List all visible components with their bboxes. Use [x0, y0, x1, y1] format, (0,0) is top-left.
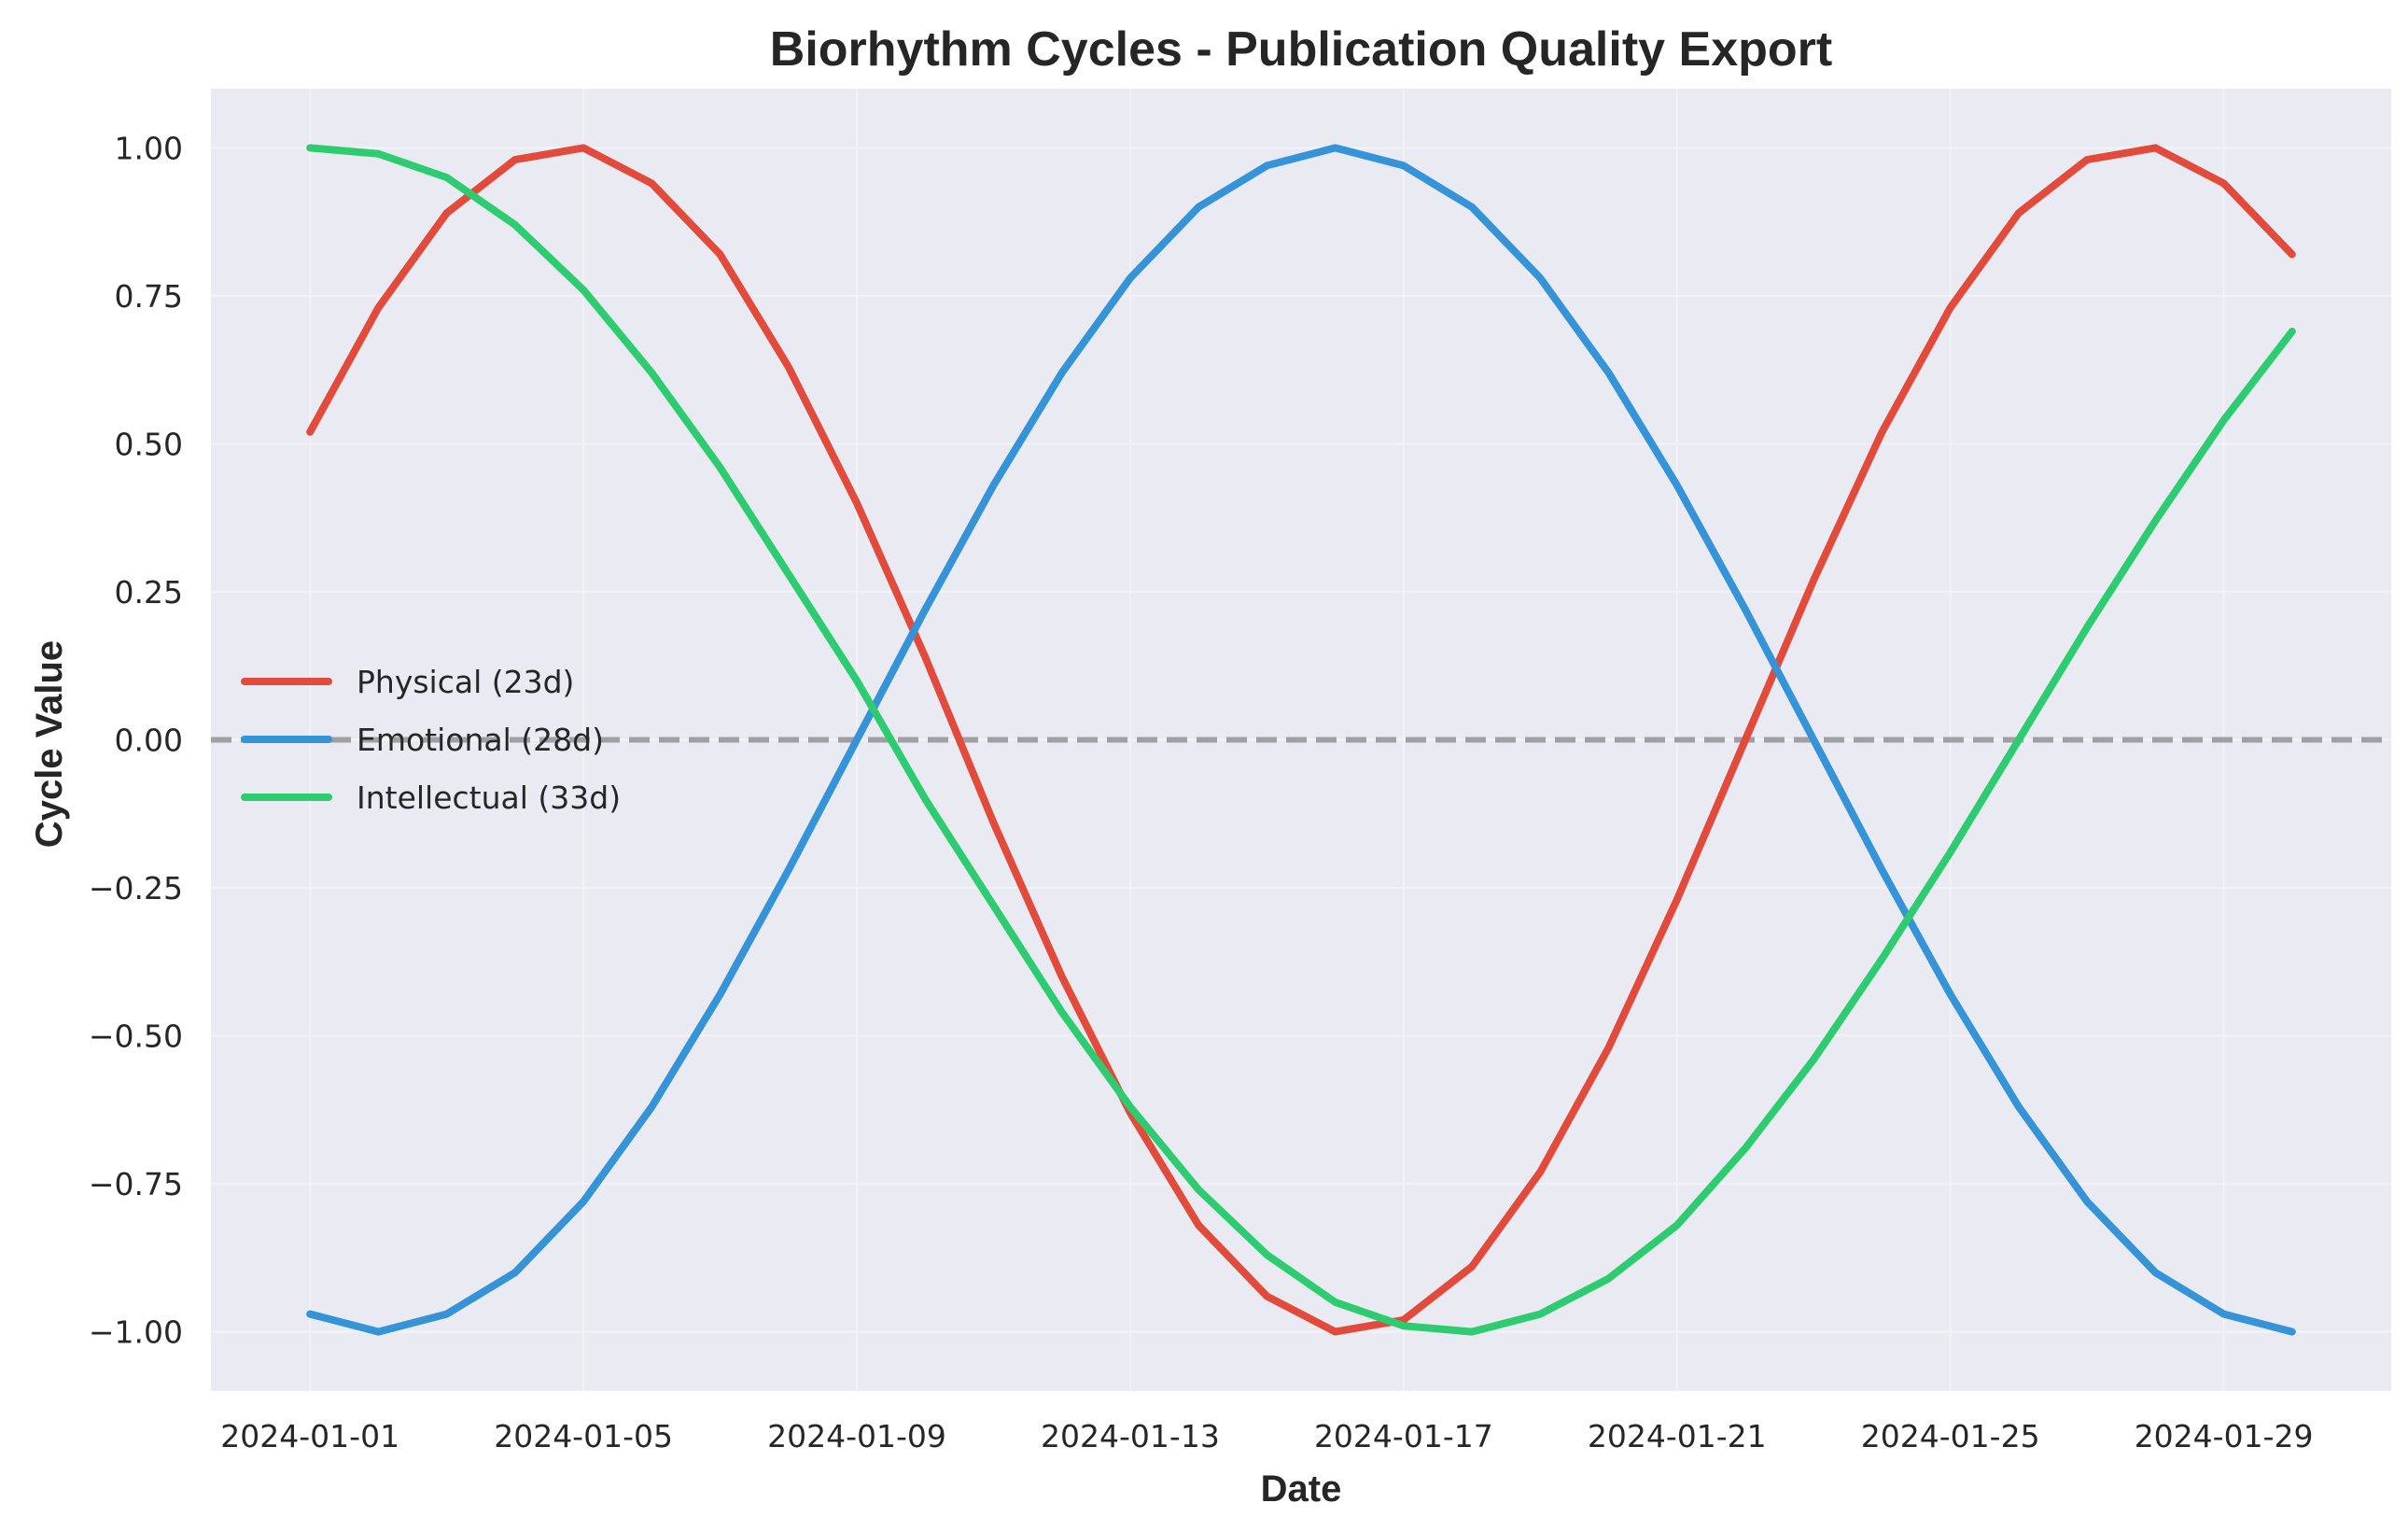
legend: Physical (23d) Emotional (28d) Intellectua…	[241, 664, 621, 816]
x-tick-label: 2024-01-17	[1314, 1418, 1493, 1454]
x-tick-label: 2024-01-21	[1588, 1418, 1767, 1454]
y-tick-label: 0.00	[115, 723, 183, 759]
x-tick-label: 2024-01-05	[494, 1418, 673, 1454]
y-tick-label: 0.75	[115, 278, 183, 315]
y-tick-label: 0.50	[115, 426, 183, 462]
legend-label: Physical (23d)	[357, 664, 574, 700]
series-lines	[306, 144, 2296, 1336]
y-tick-label: 0.25	[115, 574, 183, 611]
x-tick-label: 2024-01-25	[1861, 1418, 2040, 1454]
x-tick-labels: 2024-01-01 2024-01-05 2024-01-09 2024-01-13…	[220, 1418, 2313, 1454]
series-line-2	[306, 144, 2296, 1336]
x-tick-label: 2024-01-13	[1041, 1418, 1220, 1454]
y-tick-label: −0.50	[89, 1018, 183, 1055]
chart-title: Biorhythm Cycles - Publication Quality E…	[770, 22, 1832, 77]
x-tick-label: 2024-01-29	[2135, 1418, 2314, 1454]
y-tick-label: −1.00	[89, 1314, 183, 1351]
series-line-3	[306, 144, 2296, 1336]
y-tick-label: 1.00	[115, 130, 183, 166]
y-tick-labels: 1.00 0.75 0.50 0.25 0.00 −0.25 −0.50 −0.75 −1.00	[89, 130, 183, 1350]
legend-label: Emotional (28d)	[357, 722, 604, 758]
y-tick-label: −0.75	[89, 1166, 183, 1202]
legend-label: Intellectual (33d)	[357, 780, 621, 816]
x-tick-label: 2024-01-09	[767, 1418, 946, 1454]
x-tick-label: 2024-01-01	[220, 1418, 399, 1454]
y-tick-label: −0.25	[89, 870, 183, 906]
x-axis-title: Date	[1261, 1468, 1342, 1510]
y-axis-title: Cycle Value	[29, 640, 70, 848]
series-line-1	[306, 144, 2296, 1336]
